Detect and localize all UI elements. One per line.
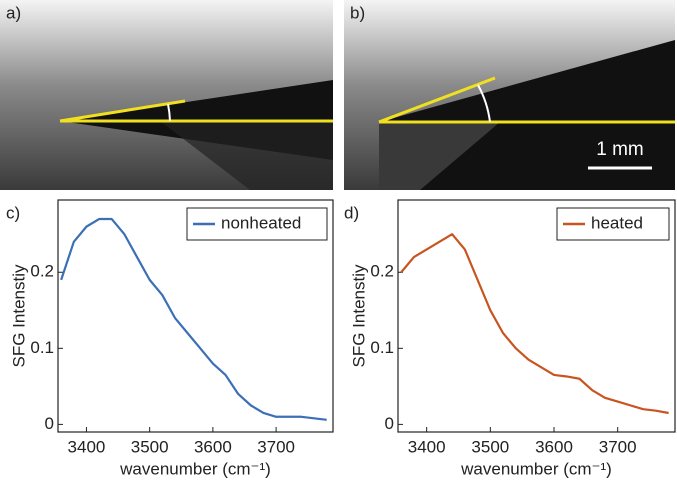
plot-frame [397,199,676,433]
x-tick-label: 3700 [257,437,295,456]
photo-a: a) [0,0,333,190]
x-tick-label: 3600 [535,437,573,456]
y-tick-label: 0 [385,414,394,433]
y-tick-label: 0.2 [370,262,394,281]
x-tick-label: 3500 [131,437,169,456]
data-line [60,217,327,421]
y-tick-label: 0.1 [30,338,54,357]
panel-label: b) [350,3,365,22]
y-axis-label: SFG Intenstiy [9,264,28,367]
y-tick-label: 0.1 [370,338,394,357]
x-axis-label: wavenumber (cm⁻¹) [460,459,612,478]
scale-bar-label: 1 mm [596,139,644,160]
panel-label: c) [6,203,20,222]
panel-label: d) [344,203,359,222]
legend-label: nonheated [221,213,301,232]
photo-b: 1 mm b) [344,0,675,190]
x-tick-label: 3400 [408,437,446,456]
x-axis-label: wavenumber (cm⁻¹) [119,459,271,478]
plot-frame [57,199,334,433]
x-tick-label: 3400 [68,437,106,456]
y-tick-label: 0.2 [30,262,54,281]
y-tick-label: 0 [45,414,54,433]
x-tick-label: 3500 [471,437,509,456]
data-line [400,233,669,415]
panel-label: a) [6,3,21,22]
y-axis-label: SFG Intenstiy [349,264,368,367]
legend-label: heated [591,213,643,232]
x-tick-label: 3700 [599,437,637,456]
x-tick-label: 3600 [194,437,232,456]
